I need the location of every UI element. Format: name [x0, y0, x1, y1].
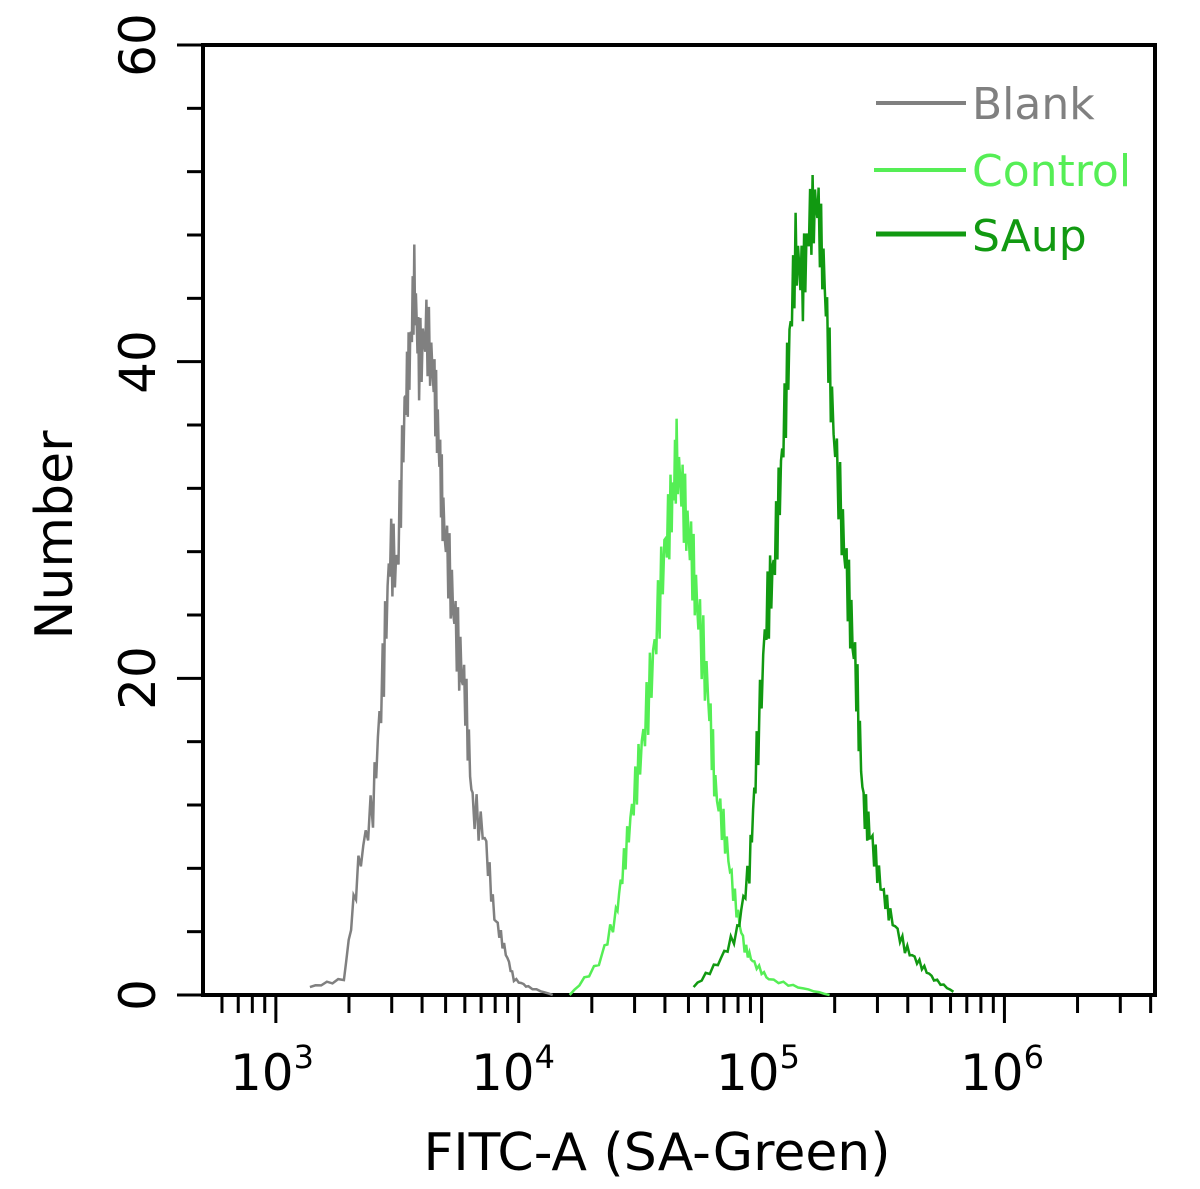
- y-tick-label: 0: [109, 979, 167, 1011]
- legend-label-blank: Blank: [972, 79, 1095, 130]
- axis-ticks: [177, 43, 1153, 1023]
- series-line-saup: [692, 174, 955, 993]
- x-tick-label: 104: [471, 1038, 555, 1102]
- y-axis-title: Number: [25, 430, 85, 640]
- series-line-control: [568, 418, 830, 997]
- y-tick-label: 20: [109, 646, 167, 710]
- series-line-blank: [309, 244, 554, 997]
- y-tick-label: 60: [109, 13, 167, 77]
- plot-frame: [201, 43, 1157, 997]
- x-tick-labels: 103 104 105 106: [230, 1038, 1044, 1102]
- y-tick-labels: 0 20 40 60: [109, 13, 167, 1011]
- x-tick-label: 103: [230, 1038, 314, 1102]
- series-group: [309, 174, 955, 997]
- x-tick-label: 106: [960, 1038, 1044, 1102]
- legend-label-control: Control: [972, 146, 1131, 197]
- x-tick-label: 105: [716, 1038, 800, 1102]
- legend: Blank Control SAup: [874, 79, 1131, 262]
- legend-label-saup: SAup: [972, 211, 1087, 262]
- y-tick-label: 40: [109, 330, 167, 394]
- x-axis-title: FITC-A (SA-Green): [423, 1123, 890, 1183]
